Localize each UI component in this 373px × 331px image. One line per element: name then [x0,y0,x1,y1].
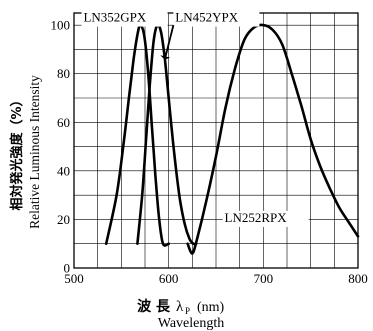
x-tick-label: 600 [159,271,179,286]
y-tick-label: 60 [57,115,70,130]
x-axis-label-english: Wavelength [158,316,225,331]
x-axis-label: 波 長 λ P (nm) [137,298,224,316]
annotations: LN352GPX LN452YPX LN252RPX [81,10,309,227]
annotation-arrowhead [160,55,171,60]
x-axis-unit: (nm) [197,300,225,315]
annotation-bg [81,10,168,27]
y-tick-label: 20 [57,212,70,227]
grid [74,13,358,268]
series-label-ln452ypx: LN452YPX [175,10,238,25]
y-tick-label: 40 [57,163,70,178]
y-tick-label: 0 [64,261,71,276]
series [104,23,360,255]
annotation-bg [222,210,309,227]
x-tick-label: 800 [348,271,368,286]
series-line-ln352gpx [104,23,170,247]
series-label-ln252rpx: LN252RPX [225,210,288,225]
series-label-ln352gpx: LN352GPX [83,10,146,25]
y-tick-label: 80 [57,66,70,81]
x-tick-label: 500 [64,271,84,286]
y-axis-label-japanese: 相対発光強度（%） [9,93,25,210]
x-axis-lambda-subscript: P [185,306,190,316]
y-axis-label-english: Relative Luminous Intensity [27,75,42,229]
series-line-ln252rpx [186,23,360,255]
annotation-arrow [164,24,175,60]
x-tick-label: 700 [254,271,274,286]
x-axis-label-japanese: 波 長 [137,298,171,315]
ticks: 500 600 700 800 0 20 40 60 80 100 [51,18,368,286]
series-line-ln452ypx [136,23,198,246]
x-axis-lambda-symbol: λ [176,299,184,315]
y-tick-label: 100 [51,18,71,33]
annotation-bg [173,10,260,27]
